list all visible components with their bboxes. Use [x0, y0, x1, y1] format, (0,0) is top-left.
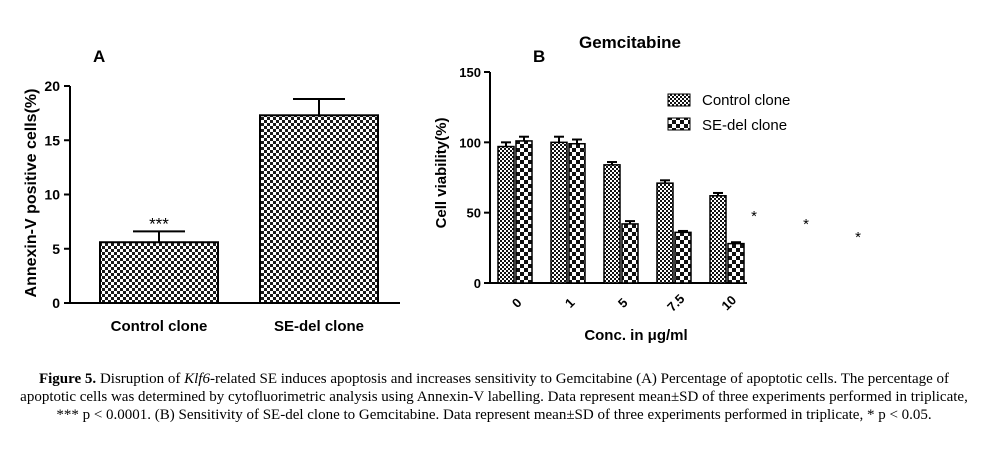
panel-a-bar-1: [259, 114, 379, 304]
panel-b-legend: Control clone SE-del clone: [667, 92, 790, 134]
panel-a-y-tick-label-4: 20: [44, 78, 60, 94]
panel-a-bars: ***: [99, 98, 379, 305]
panel-a-label: A: [93, 47, 105, 66]
caption-text-part2: -related SE induces apoptosis and increa…: [20, 371, 968, 423]
panel-b-bar-s1-4: [727, 242, 745, 284]
panel-b-bar-s1-2: [621, 223, 639, 284]
panel-b-x-tick-label-1: 1: [562, 295, 578, 311]
panel-b-significance-2: *: [855, 229, 861, 246]
caption-gene-name: Klf6: [184, 371, 210, 387]
panel-b-chart: B Gemcitabine Cell viability(%) Conc. in…: [433, 33, 861, 344]
panel-b-y-axis: 0 50 100 150: [459, 65, 491, 291]
panel-b-bar-s0-3: [656, 182, 674, 284]
panel-b-y-tick-label-1: 50: [467, 206, 481, 221]
panel-b-bar-s1-0: [515, 140, 533, 284]
legend-swatch-se-del: [667, 117, 691, 131]
legend-swatch-control: [667, 93, 691, 107]
legend-label-se-del: SE-del clone: [702, 117, 787, 134]
panel-a-chart: A Annexin-V positive cells(%) 0 5 10 15 20 C…: [23, 47, 400, 335]
figure-caption: Figure 5. Disruption of Klf6-related SE …: [10, 370, 978, 424]
panel-b-x-tick-label-4: 10: [718, 292, 739, 313]
caption-figure-label: Figure 5.: [38, 371, 97, 387]
panel-b-x-axis: 0 1 5 7.5 10: [490, 282, 747, 315]
panel-b-bar-s1-1: [568, 142, 586, 284]
panel-a-x-tick-label-1: SE-del clone: [274, 318, 364, 335]
panel-a-y-tick-label-3: 15: [44, 132, 60, 148]
panel-b-significance-markers: * * *: [751, 208, 861, 246]
panel-b-significance-0: *: [751, 208, 757, 225]
panel-b-xlabel: Conc. in μg/ml: [584, 327, 687, 344]
panel-b-x-tick-label-3: 7.5: [664, 291, 687, 314]
panel-a-y-tick-label-1: 5: [52, 241, 60, 257]
panel-a-y-tick-label-2: 10: [44, 187, 60, 203]
panel-b-bar-s0-0: [497, 145, 515, 284]
panel-a-bar-0: [99, 241, 219, 305]
legend-label-control: Control clone: [702, 92, 790, 109]
panel-b-label: B: [533, 47, 545, 66]
panel-b-y-tick-label-2: 100: [459, 135, 481, 150]
panel-a-ylabel: Annexin-V positive cells(%): [23, 89, 40, 298]
panel-b-significance-1: *: [803, 216, 809, 233]
panel-b-ylabel: Cell viability(%): [433, 118, 450, 229]
panel-b-title: Gemcitabine: [579, 33, 681, 52]
panel-b-bars: [497, 135, 745, 284]
panel-b-x-tick-label-2: 5: [615, 295, 631, 311]
panel-b-bar-s0-1: [550, 141, 568, 284]
panel-a-y-tick-label-0: 0: [52, 295, 60, 311]
panel-a-significance-0: ***: [149, 214, 169, 233]
panel-b-bar-s1-3: [674, 231, 692, 284]
panel-a-y-axis: 0 5 10 15 20: [44, 78, 71, 311]
panel-a-x-axis: Control clone SE-del clone: [70, 302, 400, 335]
panel-b-y-tick-label-3: 150: [459, 65, 481, 80]
caption-text-part1: Disruption of: [96, 371, 185, 387]
panel-b-y-tick-label-0: 0: [474, 276, 481, 291]
panel-b-bar-s0-2: [603, 164, 621, 284]
panel-a-x-tick-label-0: Control clone: [111, 318, 208, 335]
panel-b-x-tick-label-0: 0: [509, 295, 525, 311]
panel-b-bar-s0-4: [709, 195, 727, 284]
